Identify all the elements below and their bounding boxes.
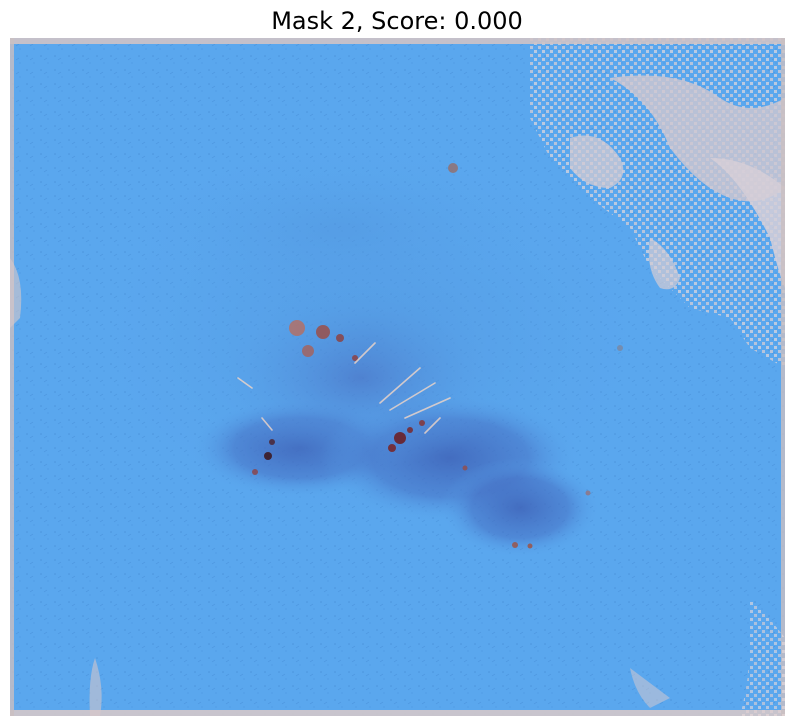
unmasked-skin-region — [530, 38, 785, 368]
mask-overlay-image — [10, 38, 785, 716]
crust-spots — [252, 163, 623, 549]
mask-overlay-svg — [10, 38, 785, 716]
figure-title: Mask 2, Score: 0.000 — [271, 7, 523, 35]
scratch-marks — [237, 342, 451, 434]
